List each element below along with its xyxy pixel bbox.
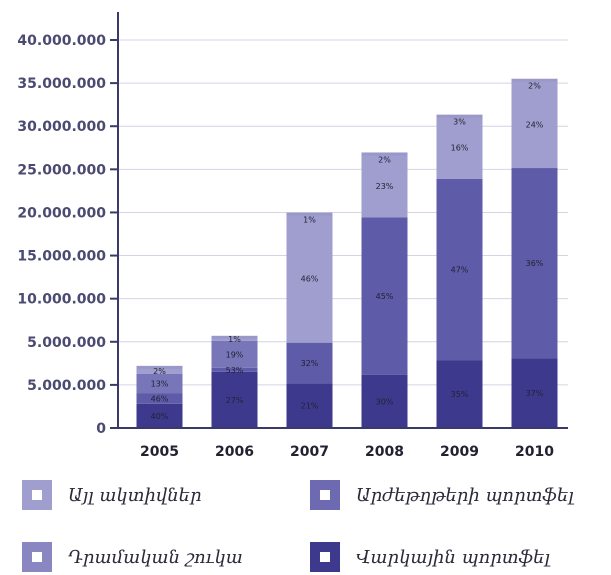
bar-segment [211,340,258,368]
legend-item-other-assets: Այլ ակտիվներ [22,480,202,510]
bar-segment [361,154,408,218]
legend-swatch [310,542,340,572]
bar-cap [511,78,558,82]
data-label: 32% [301,359,319,368]
legend-label: Վարկային պորտֆել [356,546,550,568]
data-label: 40% [151,412,169,421]
legend-item-securities-portfolio: Արժեթղթերի պորտֆել [310,480,574,510]
stacked-bar-chart: 40% 46% 13% 2% 27% 53% 19% 1% 21% 32% 46% 1% 30% 45% 2… [17,12,568,460]
bars [136,78,558,428]
y-tick-label: 25.000.000 [17,162,106,178]
data-label: 2% [378,155,391,164]
y-tick-label: 5.000.000 [27,378,106,394]
bar-segment [361,374,408,428]
y-tick-label: 30.000.000 [17,119,106,135]
legend-swatch [310,480,340,510]
bar-segment [361,217,408,375]
data-label: 1% [228,335,241,344]
x-tick-label: 2010 [515,444,554,460]
bar-segment [136,367,183,374]
y-tick-label: 15.000.000 [17,249,106,265]
y-tick-label: 0 [96,421,106,437]
legend-item-money-market: Դրամական շուկա [22,542,243,572]
data-label: 2% [153,367,166,376]
bar-segment [136,373,183,394]
chart-legend: Այլ ակտիվներ Արժեթղթերի պորտֆել Դրամական… [0,462,611,575]
legend-swatch [22,480,52,510]
bar-segment [211,337,258,341]
bar-cap [286,212,333,216]
y-tick-label: 40.000.000 [17,33,106,49]
data-label: 16% [451,144,469,153]
data-label: 45% [376,292,394,301]
data-label: 36% [526,259,544,268]
bar-segment [211,367,258,372]
grid-lines [118,39,568,386]
data-label: 46% [301,275,319,284]
data-label: 53% [226,366,244,375]
data-label: 13% [151,379,169,388]
data-label: 24% [526,120,544,129]
x-tick-label: 2009 [440,444,479,460]
bar-segment [136,393,183,404]
bar-segment [436,178,483,361]
y-tick-label: 20.000.000 [17,205,106,221]
data-label: 3% [453,118,466,127]
bar-segment [436,116,483,179]
data-label: 47% [451,265,469,274]
bar-segment [436,360,483,428]
data-label: 46% [151,394,169,403]
bar-cap [361,152,408,156]
legend-swatch [22,542,52,572]
x-tick-label: 2007 [290,444,329,460]
bar-segment [511,168,558,359]
bar-cap [136,365,183,369]
legend-item-loan-portfolio: Վարկային պորտֆել [310,542,550,572]
data-label: 23% [376,182,394,191]
legend-label: Արժեթղթերի պորտֆել [356,484,574,506]
data-label: 35% [451,390,469,399]
bar-segment [286,214,333,343]
bar-segment [511,358,558,428]
y-tick-label: 10.000.000 [17,292,106,308]
bar-segment [211,371,258,428]
data-label: 37% [526,389,544,398]
percent-labels: 40% 46% 13% 2% 27% 53% 19% 1% 21% 32% 46% 1% 30% 45% 2… [151,82,544,421]
bar-segment [286,342,333,384]
y-tick-label: 35.000.000 [17,76,106,92]
y-tick-label: 5.000.000 [27,335,106,351]
legend-label: Այլ ակտիվներ [68,484,202,506]
bar-cap [436,114,483,118]
bar-segment [286,383,333,428]
legend-label: Դրամական շուկա [68,546,243,568]
bar-segment [136,403,183,428]
data-label: 2% [528,82,541,91]
bar-cap [211,335,258,339]
axes: 0 5.000.000 5.000.000 10.000.000 15.000.000 2… [17,12,568,460]
data-label: 21% [301,402,319,411]
data-label: 19% [226,350,244,359]
data-label: 1% [303,216,316,225]
data-label: 30% [376,397,394,406]
x-tick-label: 2005 [140,444,179,460]
x-tick-label: 2008 [365,444,404,460]
x-tick-label: 2006 [215,444,254,460]
bar-segment [511,80,558,169]
data-label: 27% [226,396,244,405]
